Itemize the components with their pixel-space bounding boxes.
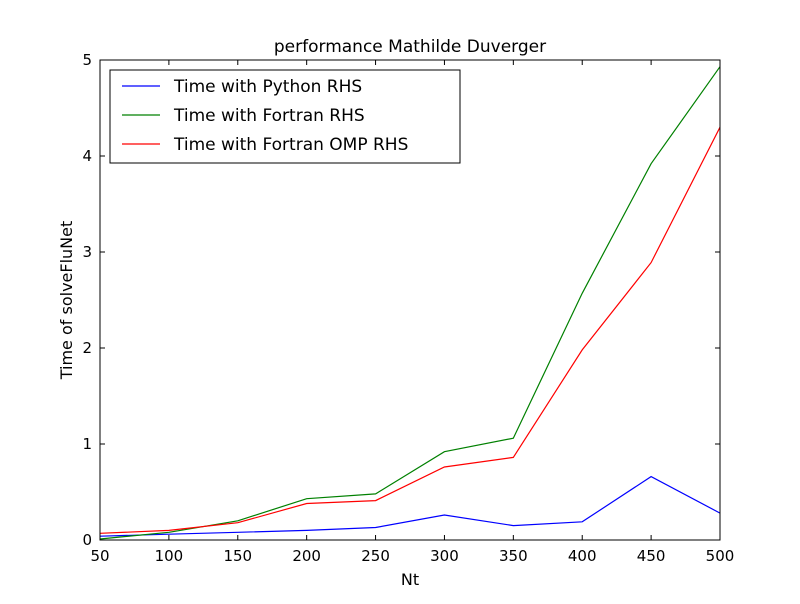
chart-title: performance Mathilde Duverger — [274, 37, 546, 57]
x-tick-label: 150 — [223, 547, 252, 565]
x-tick-label: 50 — [90, 547, 109, 565]
x-tick-label: 100 — [155, 547, 184, 565]
legend-box — [109, 69, 461, 164]
x-tick-label: 500 — [706, 547, 735, 565]
y-tick-label: 0 — [82, 531, 92, 549]
x-tick-label: 300 — [430, 547, 459, 565]
y-axis-label: Time of solveFluNet — [57, 221, 76, 381]
series-line-1 — [99, 475, 721, 537]
legend-label-3: Time with Fortran OMP RHS — [173, 135, 408, 155]
y-tick-label: 4 — [82, 147, 92, 165]
y-tick-label: 5 — [82, 51, 92, 69]
y-tick-label: 2 — [82, 339, 92, 357]
legend-label-1: Time with Python RHS — [173, 77, 362, 97]
x-axis-label: Nt — [401, 570, 419, 589]
legend: Time with Python RHS Time with Fortran RH… — [109, 69, 461, 164]
axis-ticks: 50 100 150 200 250 300 350 400 450 500 0 1 2 3 4 5 — [82, 51, 734, 565]
y-tick-label: 3 — [82, 243, 92, 261]
plot-frame — [99, 59, 721, 541]
x-tick-label: 450 — [637, 547, 666, 565]
series-group — [99, 66, 721, 540]
x-tick-label: 250 — [361, 547, 390, 565]
x-tick-label: 350 — [499, 547, 528, 565]
y-tick-label: 1 — [82, 435, 92, 453]
x-tick-label: 400 — [568, 547, 597, 565]
x-tick-label: 200 — [292, 547, 321, 565]
series-line-3 — [99, 126, 721, 534]
legend-label-2: Time with Fortran RHS — [173, 106, 365, 126]
